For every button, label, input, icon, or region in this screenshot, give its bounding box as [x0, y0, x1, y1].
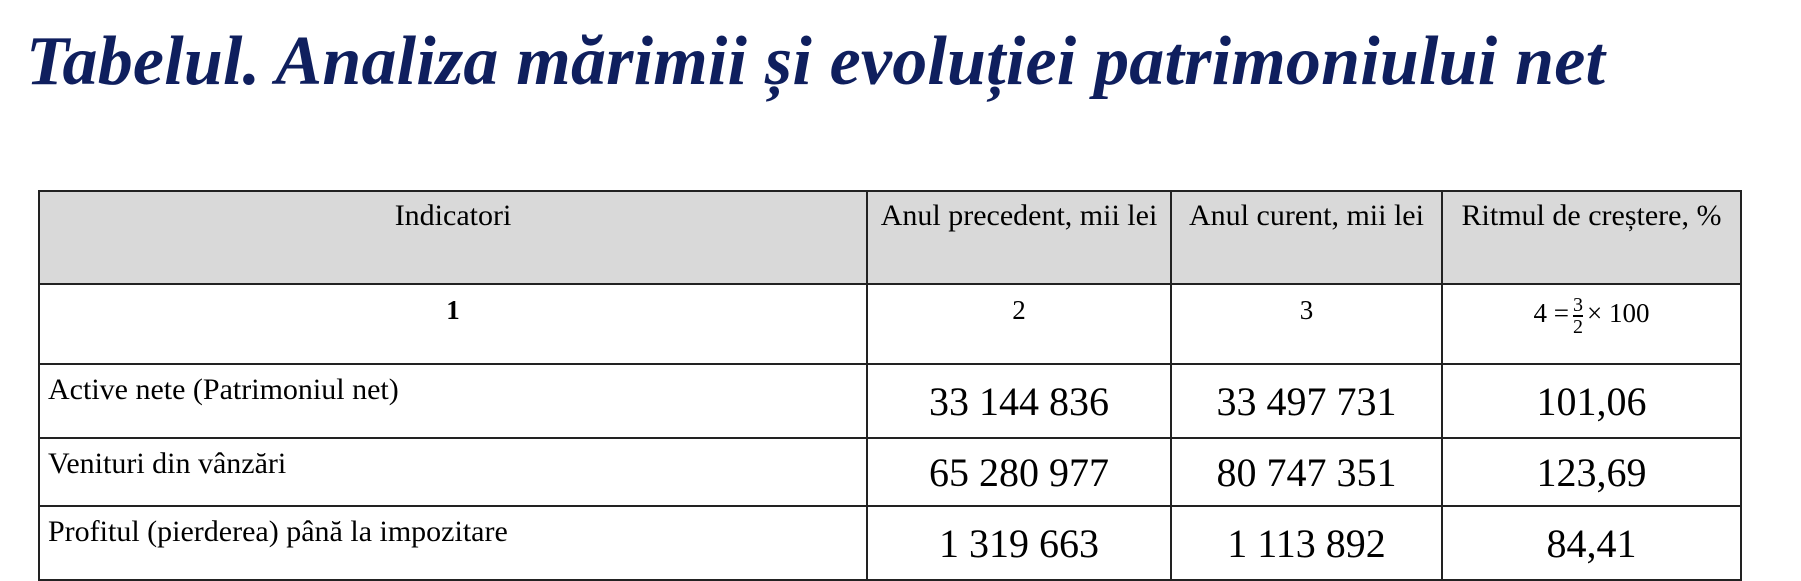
index-1: 1	[38, 283, 868, 365]
cell-current: 33 497 731	[1170, 363, 1443, 439]
index-2: 2	[866, 283, 1172, 365]
row-label: Active nete (Patrimoniul net)	[38, 363, 868, 439]
cell-current: 80 747 351	[1170, 437, 1443, 507]
cell-growth: 84,41	[1441, 505, 1742, 581]
header-indicatori: Indicatori	[38, 190, 868, 285]
page-title: Tabelul. Analiza mărimii și evoluției pa…	[26, 23, 1606, 100]
patrimony-table: Indicatori Anul precedent, mii lei Anul …	[38, 190, 1742, 581]
index-row: 1 2 3 4 = 3 2 × 100	[38, 283, 1742, 365]
row-label: Venituri din vânzări	[38, 437, 868, 507]
table-row: Active nete (Patrimoniul net) 33 144 836…	[38, 363, 1742, 439]
table-row: Profitul (pierderea) până la impozitare …	[38, 505, 1742, 581]
cell-growth: 123,69	[1441, 437, 1742, 507]
header-anul-precedent: Anul precedent, mii lei	[866, 190, 1172, 285]
table-row: Venituri din vânzări 65 280 977 80 747 3…	[38, 437, 1742, 507]
header-row: Indicatori Anul precedent, mii lei Anul …	[38, 190, 1742, 285]
cell-previous: 1 319 663	[866, 505, 1172, 581]
index-3: 3	[1170, 283, 1443, 365]
cell-growth: 101,06	[1441, 363, 1742, 439]
cell-current: 1 113 892	[1170, 505, 1443, 581]
formula-denominator: 2	[1573, 316, 1583, 338]
index-4-formula: 4 = 3 2 × 100	[1441, 283, 1742, 365]
header-ritmul: Ritmul de creștere, %	[1441, 190, 1742, 285]
row-label: Profitul (pierderea) până la impozitare	[38, 505, 868, 581]
cell-previous: 33 144 836	[866, 363, 1172, 439]
cell-previous: 65 280 977	[866, 437, 1172, 507]
header-anul-curent: Anul curent, mii lei	[1170, 190, 1443, 285]
formula-numerator: 3	[1573, 294, 1583, 317]
formula-rhs: × 100	[1587, 298, 1650, 329]
formula-lhs: 4 =	[1533, 298, 1569, 329]
